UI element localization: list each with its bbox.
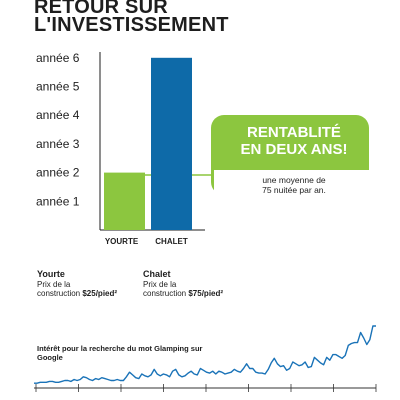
yourte-note-line-2: construction	[37, 289, 83, 298]
badge-sub-line-1: une moyenne de	[262, 175, 326, 185]
x-tick-label: CHALET	[155, 237, 188, 246]
bar-yourte	[104, 172, 145, 230]
x-tick-label: YOURTE	[105, 237, 139, 246]
badge-title: RENTABLITÉ EN DEUX ANS!	[213, 124, 375, 158]
badge-sub-panel	[214, 170, 369, 195]
chalet-note-title: Chalet	[143, 269, 171, 279]
y-tick-label: année 1	[36, 194, 80, 208]
y-tick-label: année 4	[36, 108, 80, 122]
badge-title-line-2: EN DEUX ANS!	[240, 141, 348, 158]
chalet-note-line-2: construction	[143, 289, 189, 298]
chalet-price: $75/pied²	[188, 289, 224, 298]
yourte-note-title: Yourte	[37, 269, 65, 279]
yourte-price: $25/pied²	[82, 289, 118, 298]
chalet-note-line-1: Prix de la	[143, 280, 177, 289]
title-line-2: L'INVESTISSEMENT	[34, 14, 229, 36]
chalet-price-note: Chalet Prix de la construction $75/pied²	[143, 269, 224, 299]
badge-title-line-1: RENTABLITÉ	[247, 124, 341, 141]
y-tick-label: année 2	[36, 166, 80, 180]
yourte-price-note: Yourte Prix de la construction $25/pied²	[37, 269, 118, 299]
bar-chalet	[151, 57, 192, 230]
trend-series-line	[34, 325, 376, 384]
page-title: RETOUR SUR L'INVESTISSEMENT	[34, 0, 229, 36]
google-trend-label: Intérêt pour la recherche du mot Glampin…	[37, 344, 203, 362]
yourte-note-line-1: Prix de la	[37, 280, 71, 289]
badge-sub-line-2: 75 nuitée par an.	[262, 185, 326, 195]
badge-subtitle: une moyenne de 75 nuitée par an.	[213, 175, 375, 195]
y-tick-label: année 5	[36, 80, 80, 94]
y-tick-label: année 3	[36, 137, 80, 151]
title-line-1: RETOUR SUR	[34, 0, 168, 18]
y-tick-label: année 6	[36, 51, 80, 65]
